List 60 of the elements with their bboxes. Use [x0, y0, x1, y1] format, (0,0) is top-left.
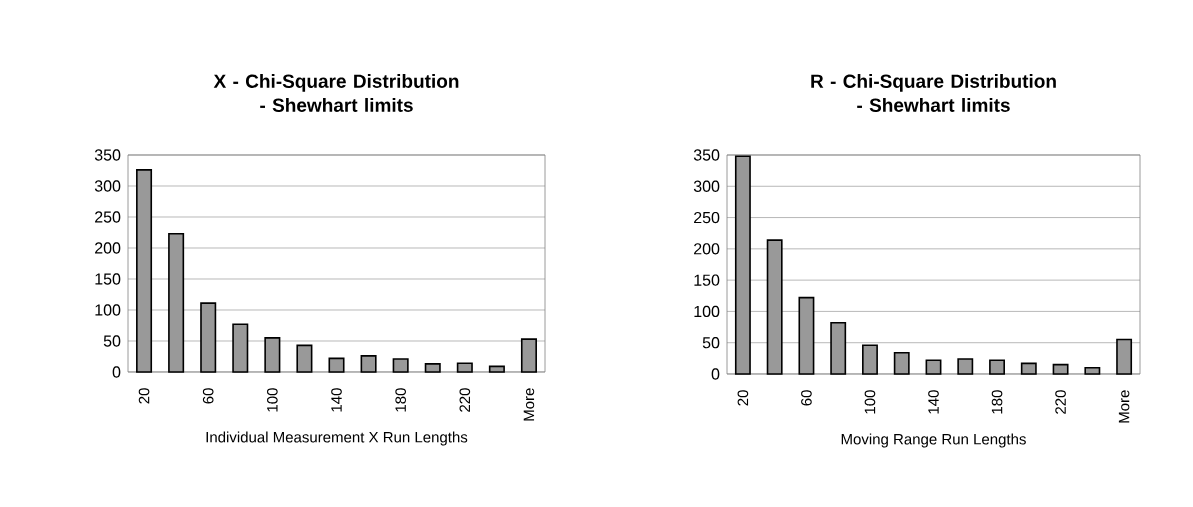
x-tick-label: 220 [1055, 390, 1066, 414]
y-tick-label: 200 [694, 243, 720, 255]
x-tick-label: 20 [737, 390, 749, 406]
x-axis-title: Individual Measurement X Run Lengths [206, 431, 468, 446]
y-tick-label: 50 [702, 337, 720, 349]
bar [456, 362, 473, 373]
bar [520, 338, 537, 373]
y-tick-label: 100 [694, 305, 720, 318]
y-tick-label: 350 [94, 149, 121, 161]
y-tick-label: 350 [693, 149, 720, 161]
x-tick-label: 100 [267, 388, 278, 412]
y-tick-label: 150 [95, 273, 121, 285]
bar [136, 169, 153, 373]
bar [200, 302, 217, 373]
chart-title: R - Chi-Square Distribution - Shewhart limits [811, 73, 1056, 112]
bar [989, 359, 1005, 375]
bar [957, 358, 974, 375]
y-tick-label: 250 [694, 211, 720, 224]
bar [296, 344, 313, 373]
x-axis-title: Moving Range Run Lengths [841, 433, 1026, 448]
bar [328, 357, 345, 373]
x-tick-label: 60 [801, 390, 812, 406]
bar [488, 365, 505, 373]
bar [424, 363, 441, 373]
x-tick-label: 140 [331, 388, 342, 412]
bar [830, 321, 847, 375]
y-tick-label: 100 [95, 304, 121, 316]
x-tick-label: 60 [202, 388, 214, 404]
bar [893, 351, 910, 375]
y-tick-label: 250 [95, 211, 121, 223]
bar [734, 155, 751, 375]
x-tick-label: 180 [395, 388, 406, 412]
y-tick-label: 300 [94, 180, 121, 192]
chart-title: X - Chi-Square Distribution - Shewhart limits [213, 73, 459, 112]
bar [360, 355, 377, 373]
bar [766, 239, 783, 375]
bar [1020, 362, 1037, 375]
y-tick-label: 200 [95, 242, 121, 254]
x-tick-label: 20 [138, 388, 150, 404]
x-tick-label: 220 [459, 388, 471, 412]
bar [798, 296, 815, 375]
y-tick-label: 300 [693, 180, 720, 192]
bar [168, 232, 185, 373]
y-tick-label: 50 [103, 335, 121, 347]
x-tick-label: 180 [991, 390, 1003, 414]
bar [1116, 338, 1133, 375]
bar [264, 337, 281, 373]
x-tick-label: More [1118, 390, 1130, 423]
y-tick-label: 0 [711, 368, 720, 380]
x-tick-label: More [523, 388, 535, 421]
bar [392, 358, 409, 373]
bar [925, 359, 942, 375]
bar [1052, 363, 1069, 375]
x-tick-label: 140 [928, 390, 939, 414]
bar [1084, 366, 1101, 375]
bar [232, 323, 249, 373]
y-tick-label: 150 [694, 274, 720, 286]
x-tick-label: 100 [864, 390, 876, 414]
y-tick-label: 0 [112, 366, 121, 378]
bar [862, 344, 878, 375]
